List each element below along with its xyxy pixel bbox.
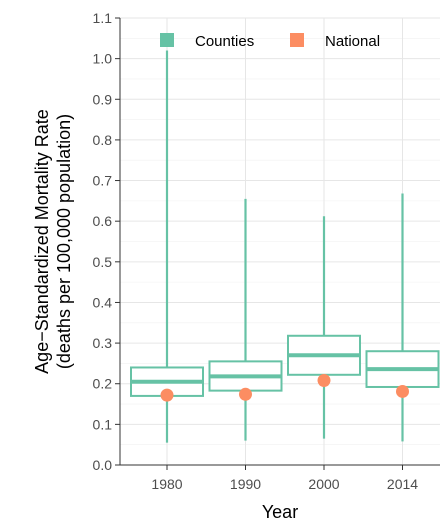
y-tick-label: 0.3 (93, 335, 113, 351)
y-tick-label: 0.2 (93, 376, 113, 392)
national-point-1990 (239, 387, 252, 401)
y-tick-label: 0.0 (93, 457, 113, 473)
x-tick-label: 1990 (230, 476, 261, 492)
x-axis-title: Year (262, 502, 298, 522)
y-tick-label: 0.6 (93, 213, 113, 229)
y-tick-label: 0.5 (93, 254, 113, 270)
y-tick-label: 0.7 (93, 173, 113, 189)
y-tick-label: 1.1 (93, 10, 113, 26)
y-tick-label: 0.8 (93, 132, 113, 148)
boxes (130, 50, 440, 443)
legend-item-national: National (290, 33, 380, 50)
national-point-1980 (160, 388, 174, 402)
legend-key (290, 33, 304, 47)
legend-item-counties: Counties (160, 33, 254, 50)
y-tick-label: 1.0 (93, 51, 113, 67)
legend-key (160, 33, 174, 47)
national-point-2000 (317, 373, 331, 387)
x-tick-label: 2000 (308, 476, 339, 492)
y-axis-title-line2: (deaths per 100,000 population) (54, 114, 74, 369)
box-1980 (130, 50, 204, 443)
legend-label: National (325, 33, 380, 50)
box-2014 (365, 193, 440, 442)
y-tick-label: 0.1 (93, 416, 113, 432)
y-tick-label: 0.9 (93, 91, 113, 107)
legend-label: Counties (195, 33, 254, 50)
axes: 0.0 0.1 0.2 0.3 0.4 0.5 0.6 0.7 0.8 0.9 1.0 1.1 1980… (93, 10, 440, 492)
y-axis-title-line1: Age−Standardized Mortality Rate (32, 109, 52, 374)
box-2000 (287, 216, 361, 439)
national-points (160, 373, 409, 402)
legend: Counties National (160, 33, 380, 50)
x-tick-label: 2014 (387, 476, 418, 492)
y-tick-label: 0.4 (93, 294, 113, 310)
x-tick-label: 1980 (151, 476, 182, 492)
national-point-2014 (396, 384, 409, 398)
box-1990 (208, 198, 283, 441)
